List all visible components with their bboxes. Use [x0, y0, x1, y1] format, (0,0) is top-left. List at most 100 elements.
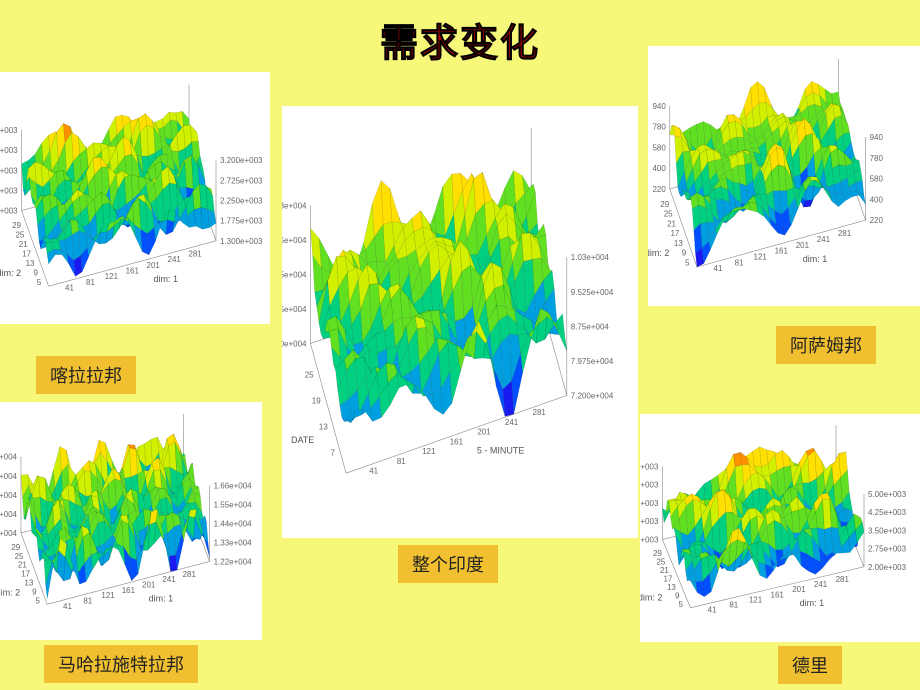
- svg-text:220: 220: [652, 185, 666, 194]
- svg-text:21: 21: [19, 240, 28, 249]
- svg-text:940: 940: [652, 102, 666, 111]
- chart-label-assam: 阿萨姆邦: [776, 326, 876, 364]
- svg-text:281: 281: [183, 570, 197, 579]
- svg-text:5 - MINUTE: 5 - MINUTE: [477, 445, 525, 455]
- svg-text:1.775e+003: 1.775e+003: [0, 186, 18, 195]
- svg-text:81: 81: [735, 258, 744, 267]
- svg-text:21: 21: [660, 566, 669, 575]
- svg-text:dim: 2: dim: 2: [640, 592, 662, 602]
- svg-text:1.775e+003: 1.775e+003: [220, 217, 263, 226]
- chart-label-maharashtra: 马哈拉施特拉邦: [44, 645, 198, 683]
- svg-text:201: 201: [147, 261, 161, 270]
- surface-chart-delhi: 5.00e+0035.00e+0034.25e+0034.25e+0033.50…: [640, 414, 920, 642]
- svg-text:3.200e+003: 3.200e+003: [0, 126, 18, 135]
- svg-text:121: 121: [422, 447, 436, 456]
- svg-text:121: 121: [101, 591, 115, 600]
- svg-text:281: 281: [838, 229, 852, 238]
- svg-text:7.975e+004: 7.975e+004: [282, 305, 307, 314]
- svg-text:8.75e+004: 8.75e+004: [282, 271, 307, 280]
- svg-text:41: 41: [65, 284, 74, 293]
- svg-text:2.250e+003: 2.250e+003: [220, 197, 263, 206]
- svg-text:13: 13: [24, 579, 33, 588]
- svg-text:25: 25: [15, 552, 24, 561]
- svg-text:3.50e+003: 3.50e+003: [640, 499, 659, 508]
- svg-text:dim: 2: dim: 2: [0, 268, 21, 278]
- svg-text:9: 9: [32, 587, 37, 596]
- svg-text:1.44e+004: 1.44e+004: [0, 491, 18, 500]
- svg-text:241: 241: [814, 580, 828, 589]
- svg-text:2.250e+003: 2.250e+003: [0, 166, 18, 175]
- svg-text:9.525e+004: 9.525e+004: [571, 288, 614, 297]
- svg-text:dim: 2: dim: 2: [0, 588, 20, 598]
- svg-text:dim: 1: dim: 1: [800, 598, 825, 608]
- svg-text:17: 17: [22, 249, 31, 258]
- svg-text:281: 281: [836, 575, 850, 584]
- svg-text:7: 7: [331, 448, 336, 457]
- svg-text:400: 400: [652, 164, 666, 173]
- chart-label-delhi: 德里: [778, 646, 842, 684]
- svg-text:29: 29: [653, 549, 662, 558]
- surface-chart-india: 1.03e+0041.03e+0049.525e+0049.525e+0048.…: [282, 106, 638, 538]
- svg-text:9: 9: [675, 592, 680, 601]
- svg-text:241: 241: [162, 575, 176, 584]
- svg-text:220: 220: [870, 216, 884, 225]
- svg-text:4.25e+003: 4.25e+003: [868, 508, 907, 517]
- svg-text:81: 81: [729, 601, 738, 610]
- surface-chart-assam: 9409407807805805804004002202204181121161…: [648, 46, 920, 306]
- svg-text:281: 281: [533, 408, 547, 417]
- svg-text:13: 13: [667, 583, 676, 592]
- svg-text:dim: 1: dim: 1: [154, 274, 179, 284]
- svg-text:201: 201: [792, 585, 806, 594]
- svg-text:41: 41: [369, 467, 378, 476]
- svg-text:580: 580: [652, 143, 666, 152]
- svg-text:2.00e+003: 2.00e+003: [868, 563, 907, 572]
- svg-text:29: 29: [12, 221, 21, 230]
- page-title: 需求变化: [380, 12, 540, 67]
- svg-text:2.75e+003: 2.75e+003: [868, 545, 907, 554]
- svg-text:1.33e+004: 1.33e+004: [214, 538, 253, 547]
- svg-text:161: 161: [450, 437, 464, 446]
- svg-text:25: 25: [656, 558, 665, 567]
- svg-text:2.725e+003: 2.725e+003: [220, 176, 263, 185]
- svg-text:81: 81: [86, 278, 95, 287]
- svg-text:25: 25: [305, 371, 314, 380]
- svg-text:5.00e+003: 5.00e+003: [868, 490, 907, 499]
- svg-text:2.725e+003: 2.725e+003: [0, 146, 18, 155]
- svg-text:3.50e+003: 3.50e+003: [868, 526, 907, 535]
- svg-text:161: 161: [122, 586, 136, 595]
- svg-text:201: 201: [796, 241, 810, 250]
- svg-text:9: 9: [682, 249, 687, 258]
- svg-text:13: 13: [674, 239, 683, 248]
- surface-chart-maharashtra: 1.66e+0041.66e+0041.55e+0041.55e+0041.44…: [0, 402, 262, 640]
- svg-text:41: 41: [63, 602, 72, 611]
- svg-text:5: 5: [35, 596, 40, 605]
- svg-text:940: 940: [870, 133, 884, 142]
- svg-text:17: 17: [663, 575, 672, 584]
- svg-text:780: 780: [870, 154, 884, 163]
- svg-text:1.55e+004: 1.55e+004: [214, 500, 253, 509]
- svg-text:8.75e+004: 8.75e+004: [571, 322, 610, 331]
- svg-text:25: 25: [664, 210, 673, 219]
- svg-text:17: 17: [21, 570, 30, 579]
- svg-text:81: 81: [83, 597, 92, 606]
- svg-text:1.22e+004: 1.22e+004: [0, 529, 18, 538]
- svg-text:29: 29: [11, 543, 20, 552]
- svg-text:580: 580: [870, 175, 884, 184]
- svg-text:1.66e+004: 1.66e+004: [0, 453, 18, 462]
- svg-text:1.03e+004: 1.03e+004: [282, 201, 307, 210]
- svg-text:780: 780: [652, 123, 666, 132]
- svg-text:201: 201: [142, 581, 156, 590]
- svg-text:5: 5: [678, 600, 683, 609]
- svg-text:241: 241: [505, 418, 519, 427]
- surface-chart-kerala: 3.200e+0033.200e+0032.725e+0032.725e+003…: [0, 72, 270, 324]
- svg-text:21: 21: [18, 561, 27, 570]
- svg-text:241: 241: [168, 255, 182, 264]
- svg-text:241: 241: [817, 235, 831, 244]
- svg-text:25: 25: [15, 231, 24, 240]
- svg-text:dim: 1: dim: 1: [803, 254, 828, 264]
- svg-text:1.300e+003: 1.300e+003: [0, 207, 18, 216]
- chart-label-kerala: 喀拉拉邦: [36, 356, 136, 394]
- svg-text:201: 201: [477, 428, 491, 437]
- svg-text:4.25e+003: 4.25e+003: [640, 481, 659, 490]
- svg-text:5: 5: [685, 258, 690, 267]
